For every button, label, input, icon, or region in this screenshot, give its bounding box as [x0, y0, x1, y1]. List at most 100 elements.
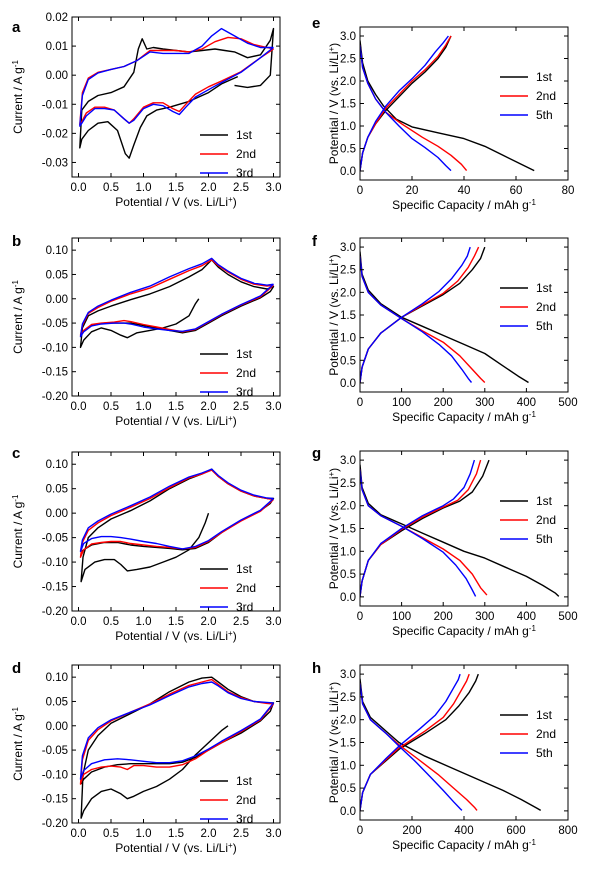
y-tick-label: -0.20 [42, 606, 68, 618]
y-tick-label: 0.01 [46, 41, 68, 53]
y-axis-label: Potential / V (vs. Li/Li+) [327, 682, 342, 803]
y-tick-label: -0.05 [42, 745, 68, 757]
y-tick-label: 0.05 [46, 484, 68, 496]
y-tick-label: 0.5 [340, 144, 356, 156]
x-tick-label: 3.0 [266, 616, 282, 628]
panel-letter: c [12, 445, 20, 462]
x-tick-label: 0.0 [71, 182, 87, 194]
series-line-1st-charge [360, 673, 479, 811]
y-tick-label: 2.5 [340, 692, 356, 704]
y-tick-label: 3.0 [340, 455, 356, 467]
legend-label-5th: 5th [536, 319, 553, 333]
panel-e: 0 20 40 60 80 0.0 0.5 1.0 1.5 2.0 2.5 3.0 Specific C… [312, 15, 574, 212]
legend-label-1st: 1st [236, 347, 253, 361]
y-tick-label: 0.0 [340, 378, 356, 390]
x-tick-label: 800 [558, 825, 577, 837]
legend-label-2nd: 2nd [236, 581, 256, 595]
legend-label-5th: 5th [536, 532, 553, 546]
panel-h: 0 200 400 600 800 0.0 0.5 1.0 1.5 2.0 2.5 3.0 Specif… [312, 660, 578, 852]
y-axis-label: Current / A g-1 [11, 707, 26, 781]
y-tick-label: -0.10 [42, 342, 68, 354]
y-tick-label: -0.15 [42, 582, 68, 594]
series-line-2nd [79, 678, 275, 785]
y-tick-label: 0.0 [340, 166, 356, 178]
x-tick-label: 200 [402, 825, 421, 837]
y-tick-label: 1.0 [340, 760, 356, 772]
panel-letter: g [312, 445, 321, 462]
x-tick-label: 60 [510, 185, 523, 197]
x-tick-label: 2.0 [201, 401, 217, 413]
y-tick-label: 2.5 [340, 54, 356, 66]
y-axis-label: Potential / V (vs. Li/Li+) [327, 254, 342, 375]
legend-label-5th: 5th [536, 746, 553, 760]
y-tick-label: 0.00 [46, 721, 68, 733]
x-tick-label: 600 [506, 825, 525, 837]
x-tick-label: 2.0 [201, 828, 217, 840]
series-line-5th [360, 256, 473, 383]
x-tick-label: 0.0 [71, 401, 87, 413]
y-tick-label: -0.05 [42, 533, 68, 545]
x-tick-label: 20 [406, 185, 419, 197]
x-tick-label: 0.5 [103, 401, 119, 413]
x-tick-label: 1.0 [136, 616, 152, 628]
y-axis-label: Potential / V (vs. Li/Li+) [327, 43, 342, 164]
series-line-2nd [360, 44, 468, 172]
y-axis-label: Potential / V (vs. Li/Li+) [327, 468, 342, 589]
x-tick-label: 200 [434, 397, 453, 409]
series-line-3rd [79, 257, 274, 338]
panel-letter: b [12, 233, 21, 250]
x-tick-label: 1.5 [168, 828, 184, 840]
panel-d: 0.0 0.5 1.0 1.5 2.0 2.5 3.0 -0.20 -0.15 -0.10 -0.0… [11, 660, 282, 855]
y-tick-label: 1.0 [340, 546, 356, 558]
panel-f: 0 100 200 300 400 500 0.0 0.5 1.0 1.5 2.0 2.5 3.0 Spe… [312, 233, 578, 424]
y-tick-label: 0.00 [46, 508, 68, 520]
y-tick-label: -0.02 [42, 128, 68, 140]
x-tick-label: 400 [517, 397, 536, 409]
y-tick-label: 0.10 [46, 459, 68, 471]
panel-g: 0 100 200 300 400 500 0.0 0.5 1.0 1.5 2.0 2.5 3.0 Spe… [312, 445, 578, 638]
y-tick-label: 0.05 [46, 269, 68, 281]
y-tick-label: 1.0 [340, 121, 356, 133]
series-line-2nd [360, 469, 488, 596]
x-tick-label: 1.5 [168, 182, 184, 194]
x-tick-label: 2.5 [233, 616, 249, 628]
series-line-2nd [360, 683, 478, 811]
y-tick-label: 2.0 [340, 715, 356, 727]
series-line-5th-charge [360, 459, 476, 597]
legend-label-1st: 1st [536, 708, 553, 722]
series-line-1st [80, 676, 275, 819]
x-tick-label: 200 [434, 611, 453, 623]
series-line-5th-charge [360, 35, 449, 171]
y-tick-label: 0.05 [46, 696, 68, 708]
x-tick-label: 0.5 [103, 182, 119, 194]
x-axis-label: Potential / V (vs. Li/Li+) [115, 841, 236, 856]
y-tick-label: 2.5 [340, 265, 356, 277]
y-tick-label: 1.0 [340, 333, 356, 345]
y-tick-label: 2.0 [340, 501, 356, 513]
y-tick-label: 2.5 [340, 478, 356, 490]
y-tick-label: -0.20 [42, 391, 68, 403]
legend-label-3rd: 3rd [236, 600, 253, 614]
series-line-3rd [79, 27, 274, 127]
y-tick-label: -0.03 [42, 157, 68, 169]
x-tick-label: 0.5 [103, 828, 119, 840]
series-line-5th [360, 469, 477, 597]
x-tick-label: 100 [392, 397, 411, 409]
panel-b: 0.0 0.5 1.0 1.5 2.0 2.5 3.0 -0.20 -0.15 -0.10 -0.0… [11, 233, 282, 428]
y-tick-label: 1.5 [340, 738, 356, 750]
series-line-5th [360, 44, 452, 172]
y-tick-label: -0.15 [42, 367, 68, 379]
y-tick-label: -0.05 [42, 318, 68, 330]
series-line-5th-charge [360, 246, 471, 383]
y-axis-label: Current / A g-1 [11, 60, 26, 134]
x-axis-label: Specific Capacity / mAh g-1 [392, 838, 536, 853]
y-tick-label: 3.0 [340, 31, 356, 43]
series-line-3rd [79, 681, 275, 780]
x-tick-label: 0 [357, 185, 363, 197]
y-tick-label: 0.5 [340, 569, 356, 581]
y-axis-label: Current / A g-1 [11, 280, 26, 354]
x-tick-label: 2.5 [233, 828, 249, 840]
legend-label-1st: 1st [536, 281, 553, 295]
series-line-1st [360, 678, 542, 812]
panel-c: 0.0 0.5 1.0 1.5 2.0 2.5 3.0 -0.20 -0.15 -0.10 -0.0… [11, 445, 282, 643]
